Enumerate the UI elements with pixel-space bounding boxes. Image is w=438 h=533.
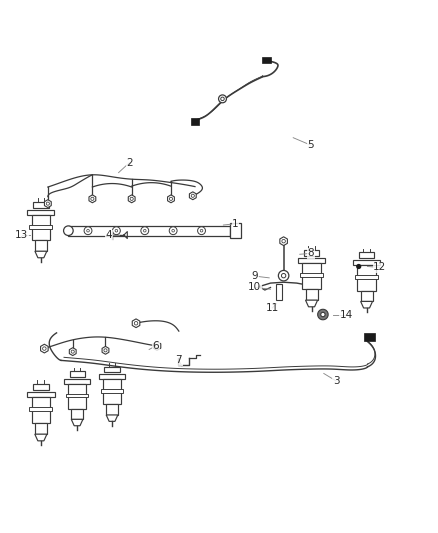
Circle shape [46,202,49,205]
Circle shape [282,239,286,243]
Circle shape [191,194,194,197]
Polygon shape [64,378,90,384]
Polygon shape [69,348,76,356]
Polygon shape [306,289,318,300]
Polygon shape [44,200,51,207]
Circle shape [170,197,173,200]
Text: 13: 13 [15,230,28,240]
Text: 2: 2 [126,158,133,167]
Polygon shape [71,409,83,419]
Polygon shape [106,404,118,415]
Text: 7: 7 [176,356,182,365]
Circle shape [172,229,174,232]
Circle shape [134,321,138,325]
Text: 1: 1 [232,219,239,229]
Polygon shape [102,346,109,354]
Polygon shape [35,240,47,251]
Text: 8: 8 [307,248,314,259]
Text: 3: 3 [333,376,339,386]
Circle shape [42,347,46,350]
Polygon shape [360,302,372,308]
Polygon shape [355,275,378,279]
Text: 11: 11 [265,303,279,313]
Text: 9: 9 [251,271,258,281]
Circle shape [169,227,177,235]
Circle shape [155,344,159,348]
Circle shape [115,229,118,232]
Circle shape [219,95,226,103]
Polygon shape [71,419,83,426]
Polygon shape [230,223,241,238]
Polygon shape [99,374,125,379]
Polygon shape [32,397,50,423]
Text: 12: 12 [373,262,386,272]
Polygon shape [106,415,118,422]
Polygon shape [41,344,48,353]
Text: 4: 4 [106,230,112,240]
Circle shape [130,197,133,200]
Circle shape [87,229,89,232]
Polygon shape [105,367,120,372]
Polygon shape [364,333,375,341]
Polygon shape [29,225,52,229]
Polygon shape [306,300,318,307]
Circle shape [104,349,107,352]
Polygon shape [262,57,271,63]
Circle shape [91,197,94,200]
Polygon shape [168,195,174,203]
Polygon shape [360,290,372,302]
Circle shape [200,229,203,232]
Polygon shape [70,371,85,376]
Polygon shape [132,319,140,328]
Polygon shape [304,250,319,256]
Polygon shape [68,384,86,409]
Polygon shape [357,265,376,290]
Polygon shape [33,202,49,207]
Text: 5: 5 [307,140,314,150]
Wedge shape [318,309,328,320]
Polygon shape [153,342,161,350]
Polygon shape [191,118,199,125]
Text: 6: 6 [152,341,159,351]
Circle shape [221,97,224,101]
Polygon shape [35,423,47,434]
Polygon shape [276,285,283,300]
Polygon shape [359,252,374,258]
Polygon shape [66,394,88,397]
Polygon shape [32,215,50,240]
Polygon shape [302,263,321,289]
Polygon shape [35,251,47,258]
Text: 14: 14 [340,310,353,319]
Circle shape [198,227,205,235]
Polygon shape [298,258,325,263]
Polygon shape [353,260,380,265]
Circle shape [144,229,146,232]
Polygon shape [89,195,96,203]
Polygon shape [128,195,135,203]
Polygon shape [280,237,287,246]
Circle shape [71,350,74,353]
Polygon shape [35,434,47,441]
Circle shape [282,273,286,278]
Circle shape [279,270,289,281]
Polygon shape [103,379,121,404]
Polygon shape [33,384,49,390]
Polygon shape [68,226,230,236]
Circle shape [113,227,120,235]
Polygon shape [29,407,53,411]
Circle shape [141,227,149,235]
Text: 10: 10 [248,282,261,293]
Polygon shape [101,389,123,393]
Polygon shape [27,392,55,397]
Polygon shape [28,210,54,215]
Polygon shape [189,192,196,200]
Circle shape [64,226,73,236]
Circle shape [356,264,361,269]
Circle shape [84,227,92,235]
Polygon shape [300,273,323,277]
